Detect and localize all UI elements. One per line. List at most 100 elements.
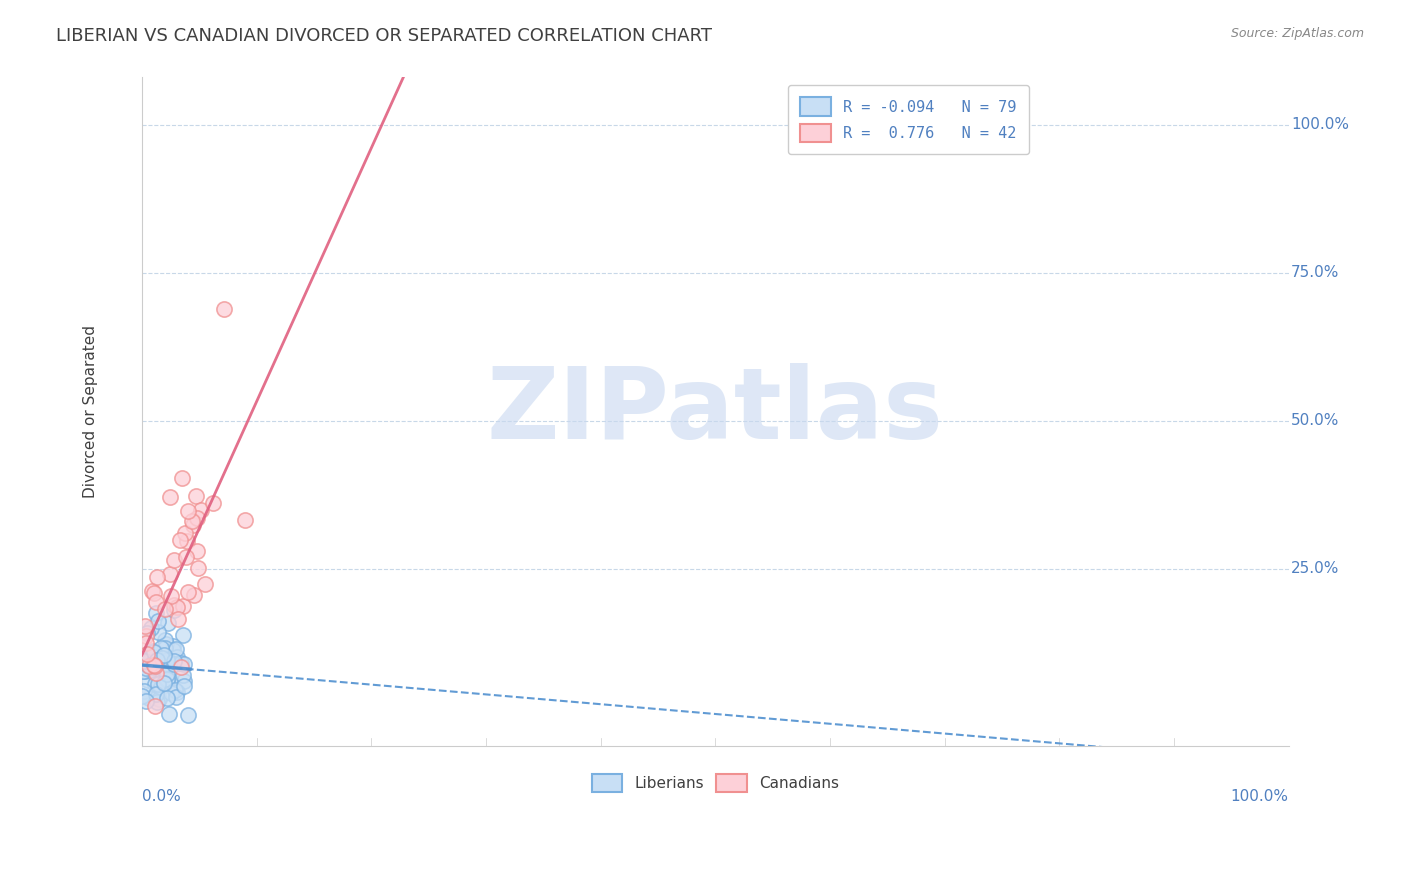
Point [163, 598, 186, 612]
Point [148, 652, 170, 666]
Text: 50.0%: 50.0% [1291, 413, 1340, 428]
Point [146, 695, 169, 709]
Point [170, 656, 193, 670]
Point [135, 629, 157, 643]
Point [162, 643, 184, 657]
Point [156, 672, 179, 686]
Point [159, 589, 181, 603]
Point [132, 664, 155, 678]
Point [169, 533, 191, 547]
Point [157, 707, 180, 722]
Point [143, 677, 166, 691]
Point [159, 567, 181, 582]
Point [163, 553, 186, 567]
Point [148, 692, 170, 706]
Point [134, 619, 156, 633]
Text: Source: ZipAtlas.com: Source: ZipAtlas.com [1230, 27, 1364, 40]
Point [136, 657, 159, 672]
Point [148, 625, 170, 640]
Point [156, 615, 179, 630]
Point [150, 640, 173, 655]
Point [142, 656, 165, 670]
Point [181, 518, 204, 533]
Point [135, 694, 157, 708]
Point [150, 659, 173, 673]
Point [153, 663, 176, 677]
Point [152, 676, 174, 690]
Point [156, 673, 179, 688]
Point [186, 511, 208, 525]
Point [134, 654, 156, 668]
Point [139, 651, 162, 665]
Point [145, 687, 167, 701]
Point [135, 636, 157, 650]
Text: Divorced or Separated: Divorced or Separated [83, 326, 98, 499]
Point [212, 302, 235, 317]
Point [145, 595, 167, 609]
Point [143, 658, 166, 673]
Point [162, 640, 184, 654]
Text: ZIPatlas: ZIPatlas [486, 363, 943, 460]
Point [169, 660, 191, 674]
Point [148, 671, 170, 685]
Point [165, 682, 187, 697]
Point [194, 577, 217, 591]
Point [150, 651, 173, 665]
Point [165, 690, 187, 705]
Point [136, 625, 159, 640]
Point [166, 600, 188, 615]
Point [184, 489, 207, 503]
Point [201, 495, 224, 509]
Point [163, 657, 186, 671]
Point [135, 647, 157, 661]
Point [145, 650, 167, 665]
Point [143, 654, 166, 668]
Point [143, 667, 166, 681]
Point [146, 570, 169, 584]
Point [152, 669, 174, 683]
Point [163, 654, 186, 668]
Point [149, 681, 172, 695]
Point [153, 602, 176, 616]
Point [190, 503, 212, 517]
Point [172, 628, 194, 642]
Point [172, 668, 194, 682]
Point [170, 471, 193, 485]
Point [165, 642, 187, 657]
Point [159, 673, 181, 687]
Point [136, 673, 159, 688]
Point [132, 656, 155, 670]
Point [141, 584, 163, 599]
Point [142, 643, 165, 657]
Text: 25.0%: 25.0% [1291, 561, 1340, 576]
Point [233, 513, 256, 527]
Text: LIBERIAN VS CANADIAN DIVORCED OR SEPARATED CORRELATION CHART: LIBERIAN VS CANADIAN DIVORCED OR SEPARAT… [56, 27, 713, 45]
Point [153, 640, 176, 655]
Point [145, 666, 167, 681]
Point [142, 645, 165, 659]
Point [173, 526, 195, 541]
Point [138, 659, 160, 673]
Point [146, 653, 169, 667]
Point [177, 708, 200, 723]
Point [131, 689, 153, 703]
Point [145, 656, 167, 670]
Point [136, 656, 159, 670]
Point [156, 653, 179, 667]
Point [155, 637, 177, 651]
Point [145, 607, 167, 621]
Point [174, 549, 197, 564]
Point [181, 514, 204, 528]
Point [149, 664, 172, 678]
Point [173, 679, 195, 693]
Point [187, 561, 209, 575]
Point [134, 664, 156, 678]
Point [160, 685, 183, 699]
Text: 75.0%: 75.0% [1291, 265, 1340, 280]
Point [139, 621, 162, 635]
Point [173, 674, 195, 689]
Point [166, 611, 188, 625]
Point [148, 615, 170, 629]
Text: 0.0%: 0.0% [142, 789, 180, 805]
Point [166, 650, 188, 665]
